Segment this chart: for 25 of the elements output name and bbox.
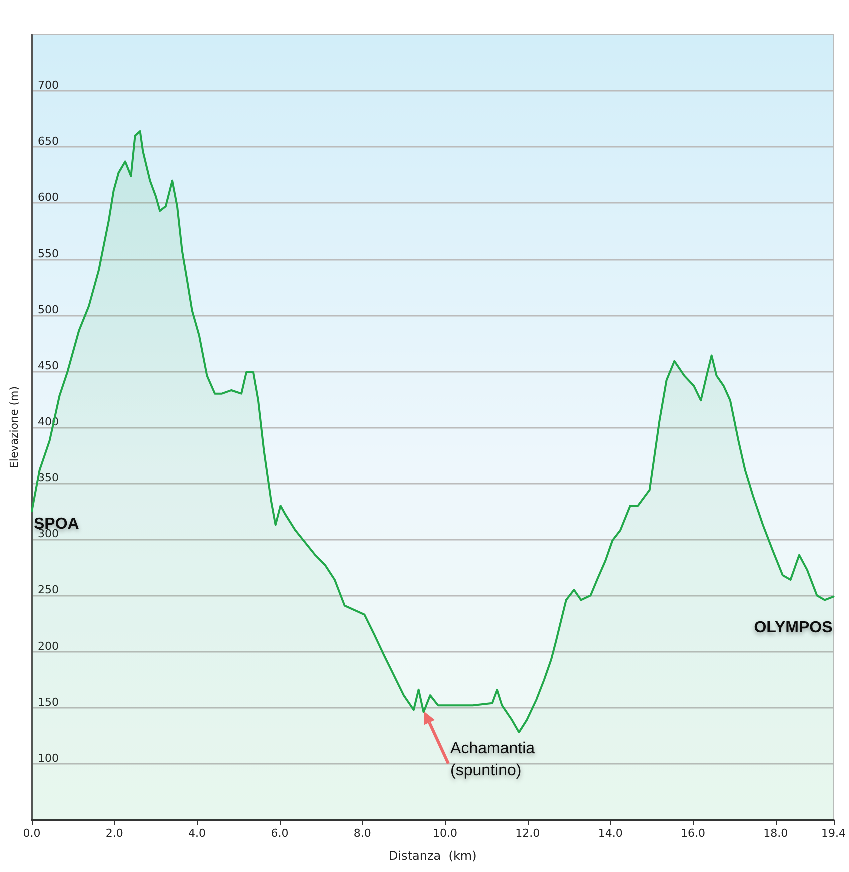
annotation: Achamantia (spuntino) <box>450 740 536 780</box>
y-tick-label: 550 <box>38 247 59 260</box>
annotation: OLYMPOS <box>754 619 834 636</box>
y-tick-label: 650 <box>38 135 59 148</box>
y-tick-label: 700 <box>38 79 59 92</box>
x-tick-label: 8.0 <box>354 827 372 840</box>
x-tick-label: 4.0 <box>188 827 206 840</box>
y-tick-label: 250 <box>38 584 59 597</box>
x-tick-label: 6.0 <box>271 827 289 840</box>
y-axis-title: Elevazione (m) <box>8 386 21 469</box>
y-tick-label: 600 <box>38 191 59 204</box>
x-tick-label: 12.0 <box>516 827 540 840</box>
x-axis-title: Distanza (km) <box>388 849 477 863</box>
x-tick-label: 2.0 <box>106 827 124 840</box>
x-tick-label: 14.0 <box>598 827 623 840</box>
y-tick-label: 150 <box>38 696 59 709</box>
x-tick-label: 0.0 <box>23 827 41 840</box>
x-tick-label: 18.0 <box>764 827 788 840</box>
x-tick-label: 16.0 <box>680 827 706 840</box>
y-tick-label: 450 <box>38 359 59 372</box>
x-tick-label: 19.4 <box>822 827 846 840</box>
y-tick-label: 200 <box>38 640 59 653</box>
x-tick-label: 10.0 <box>433 827 458 840</box>
y-tick-label: 100 <box>38 752 59 765</box>
y-tick-label: 500 <box>38 303 59 316</box>
